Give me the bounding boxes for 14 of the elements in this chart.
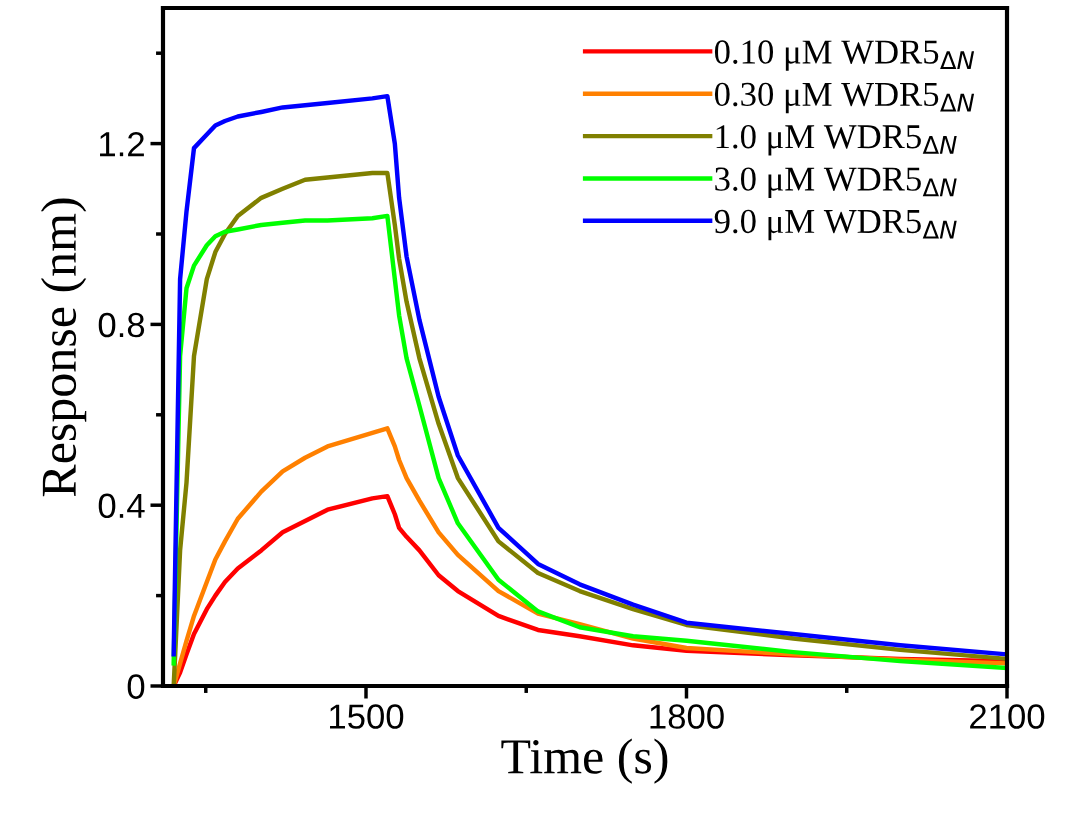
legend-label: 9.0 μM WDR5$_{ΔN}$ — [714, 209, 957, 241]
x-tick-label: 1500 — [330, 704, 404, 729]
y-axis-title: Response (nm) — [40, 198, 87, 497]
y-tick-label: 0 — [127, 674, 145, 699]
x-axis-title: Time (s) — [501, 738, 668, 784]
y-tick-label: 1.2 — [100, 131, 144, 157]
x-tick-label: 1800 — [650, 704, 724, 729]
y-tick-label: 0.8 — [98, 312, 145, 338]
legend-label: 1.0 μM WDR5$_{ΔN}$ — [716, 125, 957, 156]
legend-label: 3.0 μM WDR5$_{ΔN}$ — [715, 167, 957, 198]
legend-label: 0.10 μM WDR5$_{ΔN}$ — [714, 40, 975, 71]
y-tick-label: 0.4 — [98, 493, 145, 519]
legend-label: 0.30 μM WDR5$_{ΔN}$ — [714, 82, 975, 114]
x-tick-label: 2100 — [970, 704, 1045, 729]
